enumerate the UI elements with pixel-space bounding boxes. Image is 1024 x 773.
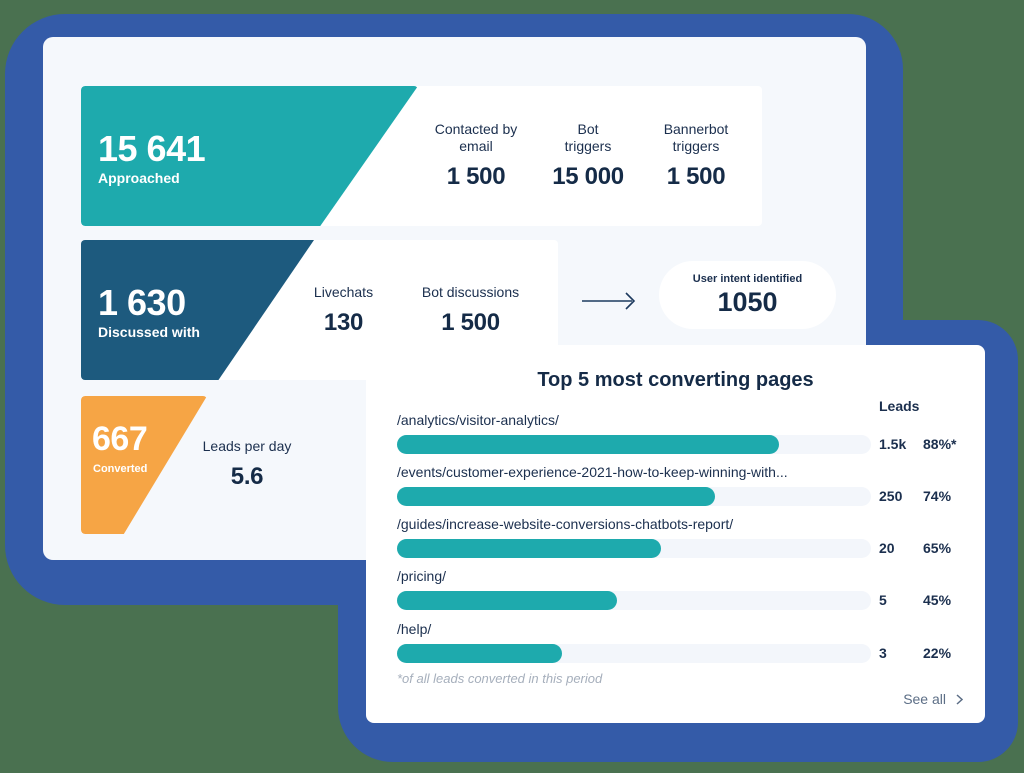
bar-fill: [397, 487, 715, 506]
lead-percent: 65%: [923, 540, 952, 556]
user-intent-pill: User intent identified 1050: [659, 261, 836, 329]
discussed-label: Discussed with: [98, 324, 200, 340]
lead-count: 5: [879, 592, 887, 608]
footnote: *of all leads converted in this period: [397, 671, 603, 686]
lead-count: 3: [879, 645, 887, 661]
top-pages-card: Top 5 most converting pages Leads /analy…: [366, 345, 985, 723]
page-row[interactable]: /analytics/visitor-analytics/ 1.5k 88%*: [397, 410, 967, 466]
bar-track: [397, 591, 871, 610]
stat-bot-discussions: Bot discussions 1 500: [421, 284, 520, 336]
page-row[interactable]: /guides/increase-website-conversions-cha…: [397, 514, 967, 570]
lead-percent: 74%: [923, 488, 952, 504]
discussed-row: 1 630 Discussed with Livechats 130 Bot d…: [81, 240, 558, 380]
discussed-value: 1 630: [98, 282, 186, 323]
page-row[interactable]: /events/customer-experience-2021-how-to-…: [397, 462, 967, 518]
page-row[interactable]: /pricing/ 5 45%: [397, 566, 967, 622]
lead-percent: 88%*: [923, 436, 957, 452]
stat-bannerbot-triggers: Bannerbot triggers 1 500: [663, 121, 729, 190]
leads-column-header: Leads: [879, 398, 920, 414]
stat-bot-triggers: Bot triggers 15 000: [552, 121, 624, 190]
arrow-right-icon: [582, 292, 636, 310]
page-path: /help/: [397, 621, 432, 637]
lead-percent: 22%: [923, 645, 952, 661]
converted-value: 667: [92, 420, 148, 458]
lead-percent: 45%: [923, 592, 952, 608]
page-path: /pricing/: [397, 568, 447, 584]
page-row[interactable]: /help/ 3 22%: [397, 619, 967, 675]
page-path: /guides/increase-website-conversions-cha…: [397, 516, 734, 532]
bar-track: [397, 539, 871, 558]
stat-contacted-email: Contacted by email 1 500: [434, 121, 518, 190]
stat-leads-per-day: Leads per day 5.6: [202, 438, 292, 490]
chevron-right-icon: [956, 693, 963, 705]
bar-fill: [397, 644, 562, 663]
bar-track: [397, 644, 871, 663]
page-path: /events/customer-experience-2021-how-to-…: [397, 464, 788, 480]
bar-fill: [397, 435, 779, 454]
bar-fill: [397, 591, 617, 610]
bar-track: [397, 487, 871, 506]
see-all-link[interactable]: See all: [903, 691, 963, 707]
lead-count: 250: [879, 488, 903, 504]
approached-row: 15 641 Approached Contacted by email 1 5…: [81, 86, 762, 226]
converted-row: 667 Converted Leads per day 5.6: [81, 396, 371, 534]
bar-track: [397, 435, 871, 454]
lead-count: 20: [879, 540, 895, 556]
page-path: /analytics/visitor-analytics/: [397, 412, 559, 428]
stat-livechats: Livechats 130: [313, 284, 374, 336]
see-all-label: See all: [903, 691, 946, 707]
approached-value: 15 641: [98, 128, 206, 169]
funnel-panel: 15 641 Approached Contacted by email 1 5…: [43, 37, 866, 560]
card-title: Top 5 most converting pages: [537, 369, 814, 391]
bar-fill: [397, 539, 661, 558]
lead-count: 1.5k: [879, 436, 907, 452]
converted-label: Converted: [93, 463, 148, 475]
approached-label: Approached: [98, 170, 180, 186]
